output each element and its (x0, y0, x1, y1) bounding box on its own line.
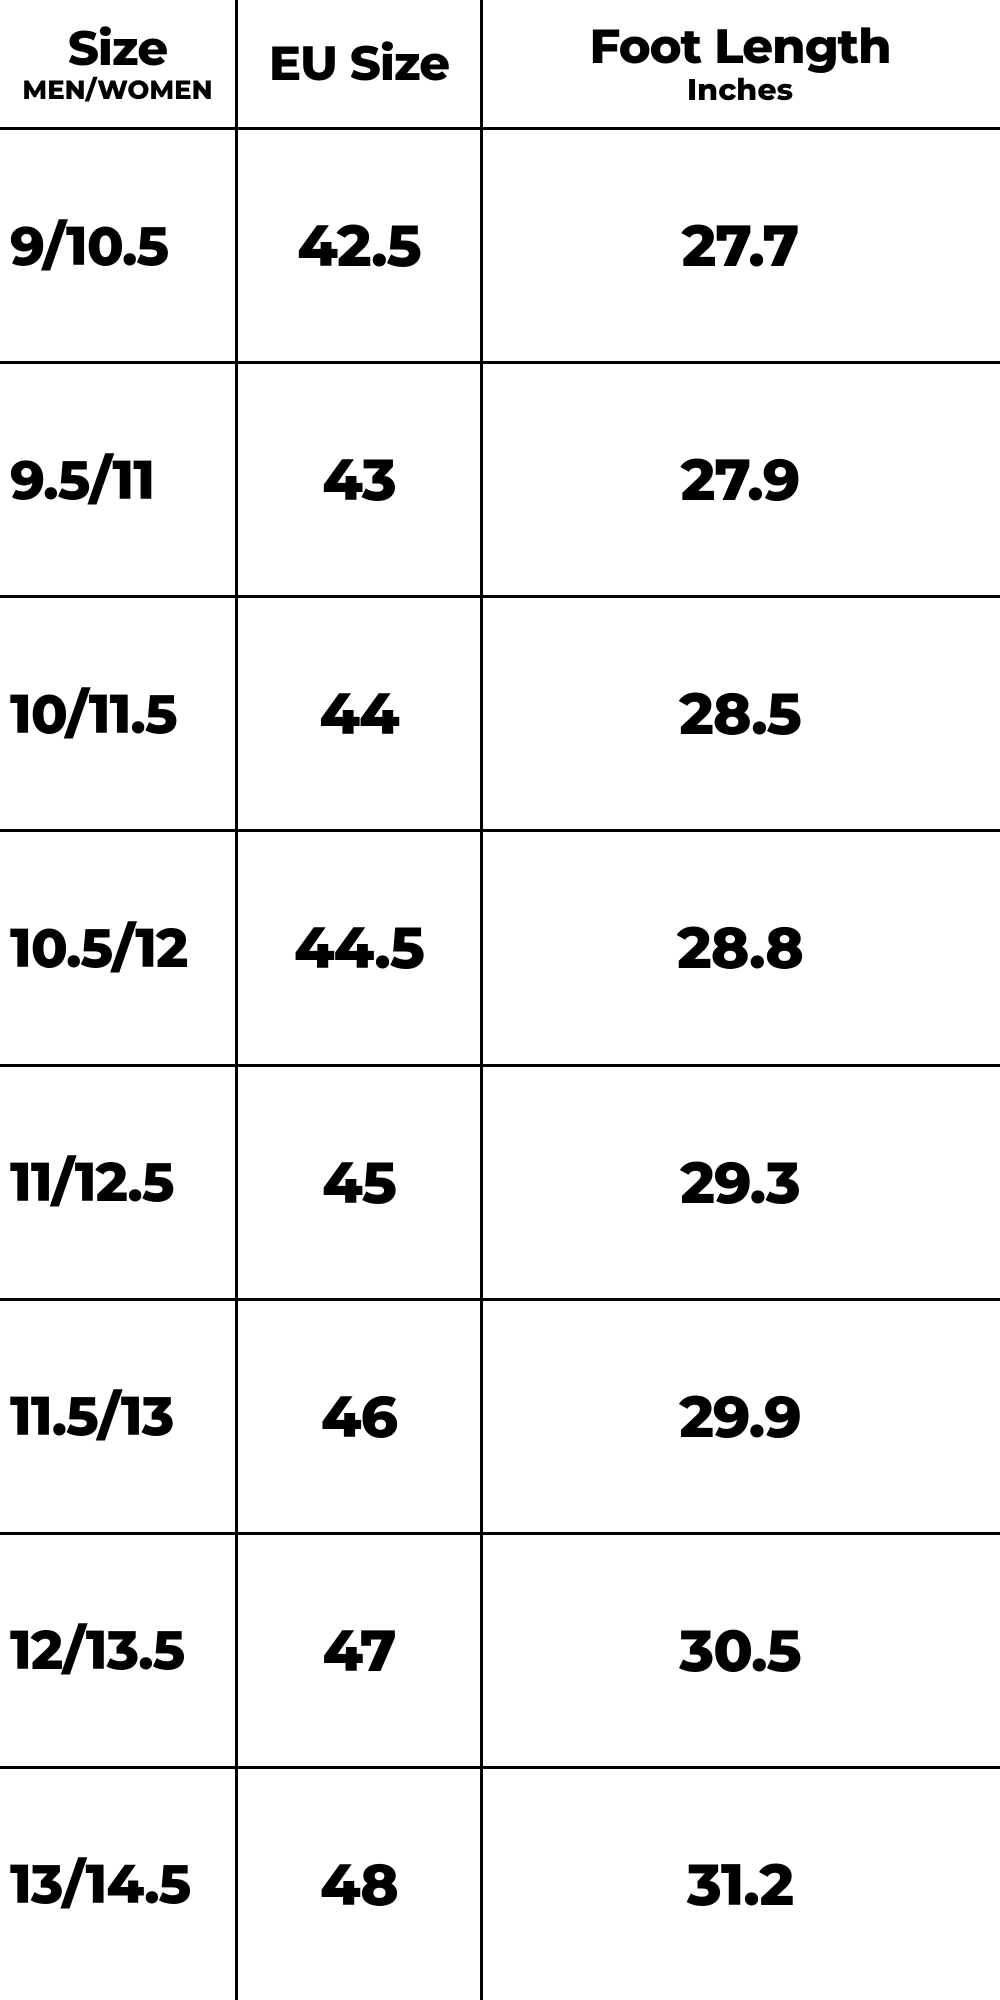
header-subtitle-size: MEN/WOMEN (22, 77, 212, 103)
table-row: 13/14.5 48 31.2 (0, 1769, 1000, 2000)
cell-size: 11.5/13 (0, 1301, 238, 1532)
table-row: 10.5/12 44.5 28.8 (0, 832, 1000, 1066)
table-body: 9/10.5 42.5 27.7 9.5/11 43 27.9 10/11.5 … (0, 130, 1000, 2000)
cell-size: 10.5/12 (0, 832, 238, 1063)
cell-foot: 27.7 (483, 130, 997, 361)
cell-eu: 48 (238, 1769, 483, 2000)
header-title-eu: EU Size (269, 40, 449, 88)
cell-size: 9/10.5 (0, 130, 238, 361)
table-header-row: Size MEN/WOMEN EU Size Foot Length Inche… (0, 0, 1000, 130)
cell-size: 13/14.5 (0, 1769, 238, 2000)
table-row: 9/10.5 42.5 27.7 (0, 130, 1000, 364)
cell-eu: 47 (238, 1535, 483, 1766)
cell-eu: 43 (238, 364, 483, 595)
header-title-foot: Foot Length (589, 23, 890, 71)
cell-size: 11/12.5 (0, 1067, 238, 1298)
size-chart-table: Size MEN/WOMEN EU Size Foot Length Inche… (0, 0, 1000, 2000)
table-row: 10/11.5 44 28.5 (0, 598, 1000, 832)
table-row: 11.5/13 46 29.9 (0, 1301, 1000, 1535)
header-title-size: Size (68, 25, 167, 73)
cell-foot: 28.5 (483, 598, 997, 829)
header-cell-eu: EU Size (238, 0, 483, 127)
header-cell-foot: Foot Length Inches (483, 0, 997, 127)
cell-foot: 27.9 (483, 364, 997, 595)
cell-size: 12/13.5 (0, 1535, 238, 1766)
cell-eu: 46 (238, 1301, 483, 1532)
cell-foot: 30.5 (483, 1535, 997, 1766)
cell-size: 9.5/11 (0, 364, 238, 595)
table-row: 12/13.5 47 30.5 (0, 1535, 1000, 1769)
cell-eu: 44 (238, 598, 483, 829)
cell-eu: 42.5 (238, 130, 483, 361)
cell-foot: 29.3 (483, 1067, 997, 1298)
cell-eu: 45 (238, 1067, 483, 1298)
header-subtitle-foot: Inches (687, 75, 793, 105)
cell-foot: 29.9 (483, 1301, 997, 1532)
cell-foot: 28.8 (483, 832, 997, 1063)
table-row: 9.5/11 43 27.9 (0, 364, 1000, 598)
header-cell-size: Size MEN/WOMEN (0, 0, 238, 127)
table-row: 11/12.5 45 29.3 (0, 1067, 1000, 1301)
cell-size: 10/11.5 (0, 598, 238, 829)
cell-eu: 44.5 (238, 832, 483, 1063)
cell-foot: 31.2 (483, 1769, 997, 2000)
